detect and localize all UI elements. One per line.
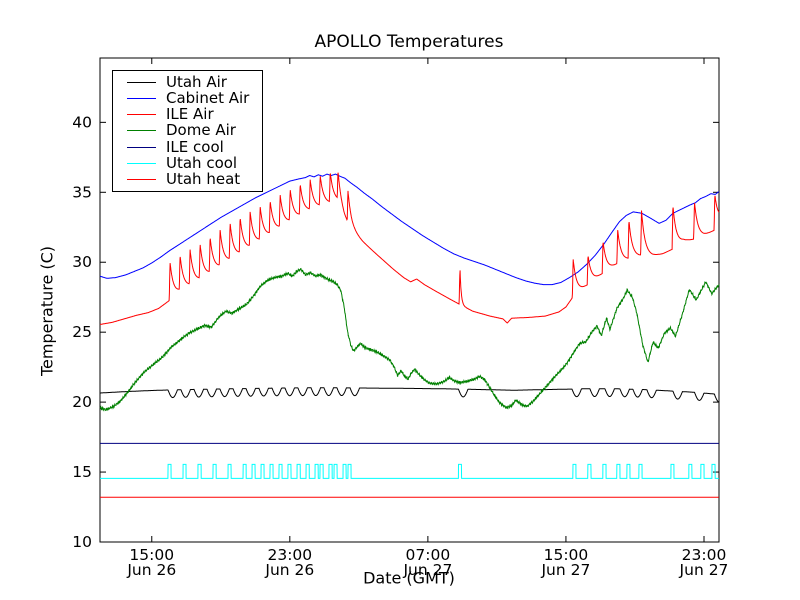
y-tick-label: 40 xyxy=(72,113,92,131)
legend-item-dome-air: Dome Air xyxy=(113,123,262,138)
series-utah-air xyxy=(100,387,720,403)
legend-line-utah-heat xyxy=(127,179,156,181)
y-tick-label: 35 xyxy=(72,183,92,201)
legend-line-utah-air xyxy=(127,81,156,83)
legend-line-dome-air xyxy=(127,130,156,132)
x-tick-label-date: Jun 26 xyxy=(264,561,314,579)
legend-item-utah-air: Utah Air xyxy=(113,72,262,91)
x-tick-label-date: Jun 27 xyxy=(402,561,452,579)
series-cabinet-air xyxy=(99,173,720,286)
series-dome-air xyxy=(99,267,720,412)
y-tick-label: 30 xyxy=(72,253,92,271)
x-tick-label-time: 23:00 xyxy=(682,546,727,564)
legend-label-utah-cool: Utah cool xyxy=(166,154,238,173)
legend-item-cabinet-air: Cabinet Air xyxy=(113,88,262,107)
axes-frame xyxy=(99,57,720,543)
x-tick-label-time: 15:00 xyxy=(544,546,589,564)
y-tick-label: 10 xyxy=(72,533,92,551)
x-tick-label-date: Jun 27 xyxy=(679,561,729,579)
x-axis-label: Date (GMT) xyxy=(363,568,455,588)
legend-line-ile-cool xyxy=(127,146,156,148)
chart-title: APOLLO Temperatures xyxy=(314,32,504,52)
legend-line-cabinet-air xyxy=(127,97,156,99)
x-tick-label-time: 15:00 xyxy=(129,546,174,564)
legend: Utah Air Cabinet Air ILE Air Dome Air ILE co… xyxy=(112,70,263,192)
y-tick-label: 25 xyxy=(72,323,92,341)
legend-label-utah-air: Utah Air xyxy=(166,72,227,91)
legend-label-ile-air: ILE Air xyxy=(166,105,214,124)
legend-line-utah-cool xyxy=(127,163,156,165)
legend-label-dome-air: Dome Air xyxy=(166,121,236,140)
legend-item-ile-air: ILE Air xyxy=(113,107,262,122)
legend-item-utah-heat: Utah heat xyxy=(113,172,262,187)
series-utah-cool xyxy=(100,463,719,479)
x-tick-label-time: 23:00 xyxy=(267,546,312,564)
x-tick-label-date: Jun 26 xyxy=(126,561,176,579)
series-ile-air xyxy=(99,172,720,325)
legend-item-ile-cool: ILE cool xyxy=(113,137,262,156)
legend-label-ile-cool: ILE cool xyxy=(166,137,224,156)
legend-item-utah-cool: Utah cool xyxy=(113,156,262,171)
legend-label-cabinet-air: Cabinet Air xyxy=(166,88,250,107)
legend-label-utah-heat: Utah heat xyxy=(166,170,241,189)
x-tick-label-date: Jun 27 xyxy=(540,561,590,579)
y-tick-label: 20 xyxy=(72,393,92,411)
x-tick-label-time: 07:00 xyxy=(406,546,451,564)
y-tick-label: 15 xyxy=(72,463,92,481)
legend-line-ile-air xyxy=(127,114,156,116)
